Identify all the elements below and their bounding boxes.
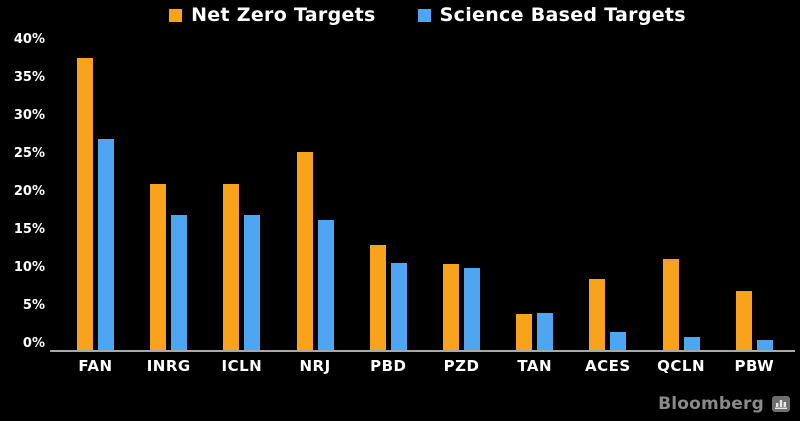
bloomberg-logo-text: Bloomberg (658, 394, 764, 414)
science-based-bar-icln (244, 215, 261, 350)
net-zero-bar-tan (516, 314, 533, 350)
x-label-qcln: QCLN (657, 357, 706, 375)
net-zero-bar-fan (77, 58, 93, 350)
science-based-bar-aces (610, 332, 627, 350)
science-based-bar-inrg (171, 215, 188, 350)
x-label-icln: ICLN (221, 357, 263, 375)
x-label-pbd: PBD (370, 357, 407, 375)
science-based-bar-pbw (756, 340, 773, 350)
science-based-swatch-icon (417, 8, 431, 22)
y-tick-label: 30% (13, 108, 45, 123)
y-tick-label: 20% (13, 184, 45, 199)
net-zero-bar-qcln (662, 259, 679, 350)
science-based-bar-nrj (317, 220, 334, 350)
x-label-nrj: NRJ (299, 357, 331, 375)
y-tick-label: 35% (13, 70, 45, 85)
y-tick-label: 5% (22, 298, 45, 313)
legend-label-net-zero: Net Zero Targets (191, 4, 376, 26)
legend: Net Zero Targets Science Based Targets (55, 4, 800, 26)
net-zero-bar-inrg (150, 184, 167, 350)
legend-label-science-based: Science Based Targets (439, 4, 686, 26)
science-based-bar-pbd (390, 263, 407, 350)
net-zero-bar-pbw (735, 291, 752, 350)
y-tick-label: 25% (13, 146, 45, 161)
science-based-bar-pzd (464, 268, 480, 350)
net-zero-bar-icln (223, 184, 240, 350)
y-tick-label: 0% (22, 336, 45, 351)
x-label-inrg: INRG (146, 357, 191, 375)
net-zero-bar-pzd (443, 264, 459, 350)
science-based-bar-qcln (683, 337, 700, 350)
net-zero-swatch-icon (169, 8, 183, 22)
y-tick-label: 10% (13, 260, 45, 275)
x-label-fan: FAN (78, 357, 113, 375)
science-based-bar-fan (98, 139, 114, 350)
y-tick-label: 15% (13, 222, 45, 237)
bar-chart-badge-icon (772, 396, 790, 412)
x-label-tan: TAN (517, 357, 553, 375)
legend-item-net-zero-targets: Net Zero Targets (169, 4, 376, 26)
x-label-pbw: PBW (734, 357, 775, 375)
legend-item-science-based-targets: Science Based Targets (417, 4, 686, 26)
x-axis-line (50, 350, 795, 352)
x-label-pzd: PZD (443, 357, 480, 375)
net-zero-bar-pbd (369, 245, 386, 350)
net-zero-bar-aces (589, 279, 606, 350)
y-tick-label: 40% (13, 32, 45, 47)
x-label-aces: ACES (585, 357, 631, 375)
net-zero-bar-nrj (296, 152, 313, 350)
bloomberg-branding: Bloomberg (658, 394, 790, 414)
science-based-bar-tan (537, 313, 554, 350)
